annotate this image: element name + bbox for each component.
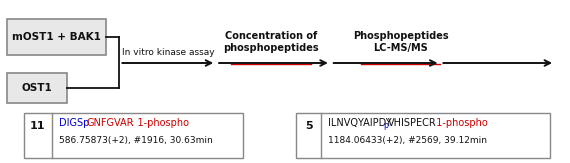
Text: : 1-phospho: : 1-phospho [128, 118, 189, 128]
FancyBboxPatch shape [7, 19, 107, 55]
FancyBboxPatch shape [296, 113, 550, 158]
Text: 1-phospho: 1-phospho [430, 118, 488, 128]
Text: VHISPECR: VHISPECR [388, 118, 436, 128]
Text: 11: 11 [30, 121, 46, 131]
Text: GNFGVAR: GNFGVAR [87, 118, 134, 128]
Text: DIGSp: DIGSp [59, 118, 89, 128]
Text: OST1: OST1 [21, 83, 52, 93]
Text: ILNVQYAIPDY: ILNVQYAIPDY [328, 118, 392, 128]
Text: In vitro kinase assay: In vitro kinase assay [122, 48, 214, 57]
Text: Phosphopeptides
LC-MS/MS: Phosphopeptides LC-MS/MS [353, 31, 449, 53]
Text: 1184.06433(+2), #2569, 39.12min: 1184.06433(+2), #2569, 39.12min [328, 136, 487, 146]
Text: 5: 5 [305, 121, 313, 131]
Text: p: p [384, 121, 389, 131]
Text: Concentration of
phosphopeptides: Concentration of phosphopeptides [223, 31, 319, 53]
FancyBboxPatch shape [24, 113, 243, 158]
Text: mOST1 + BAK1: mOST1 + BAK1 [12, 32, 101, 42]
FancyBboxPatch shape [7, 73, 67, 103]
Text: 586.75873(+2), #1916, 30.63min: 586.75873(+2), #1916, 30.63min [59, 136, 213, 146]
